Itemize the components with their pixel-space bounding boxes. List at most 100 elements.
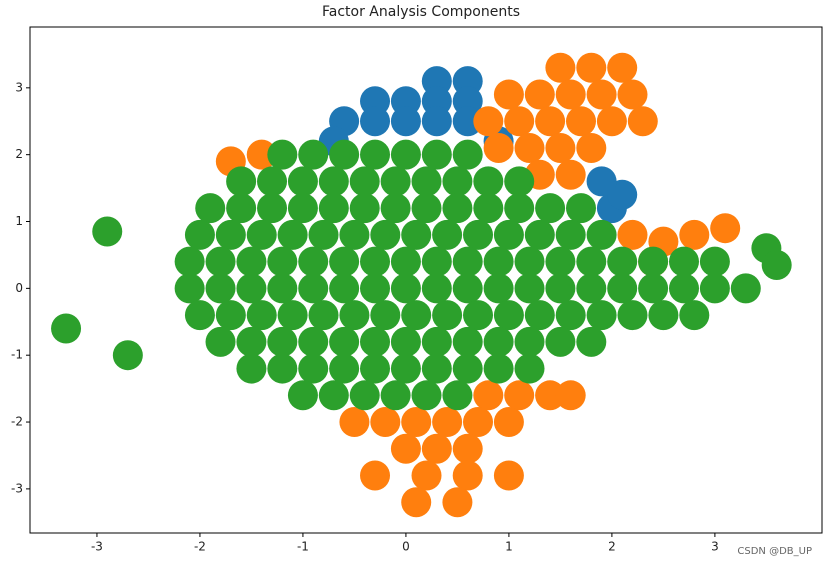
scatter-point: [421, 326, 452, 357]
scatter-point: [236, 326, 267, 357]
scatter-point: [607, 246, 638, 277]
chart-title: Factor Analysis Components: [322, 4, 520, 20]
scatter-point: [380, 166, 411, 197]
scatter-point: [679, 300, 710, 331]
scatter-point: [452, 353, 483, 384]
scatter-point: [329, 353, 360, 384]
scatter-point: [267, 326, 298, 357]
scatter-point: [215, 219, 246, 250]
scatter-point: [473, 380, 504, 411]
scatter-point: [421, 106, 452, 137]
y-tick-label: -3: [11, 481, 23, 495]
scatter-point: [668, 273, 699, 304]
scatter-point: [112, 340, 143, 371]
scatter-point: [483, 273, 514, 304]
scatter-point: [483, 353, 514, 384]
scatter-point: [411, 193, 442, 224]
scatter-point: [92, 216, 123, 247]
scatter-point: [184, 219, 215, 250]
scatter-point: [452, 433, 483, 464]
scatter-point: [308, 300, 339, 331]
scatter-point: [493, 79, 524, 110]
scatter-point: [586, 300, 617, 331]
scatter-point: [390, 433, 421, 464]
scatter-point: [504, 106, 535, 137]
scatter-point: [390, 326, 421, 357]
scatter-point: [360, 353, 391, 384]
scatter-point: [267, 139, 298, 170]
scatter-point: [401, 407, 432, 438]
scatter-point: [401, 219, 432, 250]
scatter-point: [710, 213, 741, 244]
scatter-point: [267, 353, 298, 384]
scatter-point: [390, 353, 421, 384]
x-tick-label: 2: [608, 540, 616, 554]
scatter-point: [236, 273, 267, 304]
scatter-point: [638, 246, 669, 277]
scatter-point: [493, 300, 524, 331]
scatter-point: [566, 193, 597, 224]
scatter-point: [184, 300, 215, 331]
scatter-point: [483, 326, 514, 357]
scatter-point: [545, 52, 576, 83]
y-tick-label: 1: [15, 214, 23, 228]
scatter-point: [545, 132, 576, 163]
scatter-point: [524, 79, 555, 110]
scatter-point: [576, 326, 607, 357]
x-tick-label: 0: [402, 540, 410, 554]
scatter-point: [452, 273, 483, 304]
x-tick-label: 1: [505, 540, 513, 554]
scatter-point: [298, 353, 329, 384]
y-tick-label: 0: [15, 281, 23, 295]
scatter-point: [473, 166, 504, 197]
scatter-point: [483, 246, 514, 277]
x-tick-label: -1: [297, 540, 309, 554]
scatter-point: [246, 139, 277, 170]
scatter-point: [298, 273, 329, 304]
scatter-point: [318, 193, 349, 224]
scatter-point: [390, 139, 421, 170]
scatter-point: [360, 326, 391, 357]
scatter-point: [360, 273, 391, 304]
scatter-point: [617, 300, 648, 331]
scatter-point: [287, 193, 318, 224]
scatter-point: [360, 246, 391, 277]
scatter-point: [596, 106, 627, 137]
scatter-point: [298, 246, 329, 277]
scatter-point: [504, 380, 535, 411]
scatter-point: [401, 487, 432, 518]
scatter-point: [432, 219, 463, 250]
scatter-point: [390, 106, 421, 137]
scatter-point: [174, 246, 205, 277]
scatter-point: [607, 52, 638, 83]
scatter-point: [411, 380, 442, 411]
scatter-point: [607, 273, 638, 304]
scatter-point: [586, 166, 617, 197]
scatter-point: [432, 407, 463, 438]
scatter-point: [514, 273, 545, 304]
scatter-point: [442, 166, 473, 197]
scatter-point: [308, 219, 339, 250]
scatter-point: [370, 219, 401, 250]
scatter-point: [51, 313, 82, 344]
scatter-point: [679, 219, 710, 250]
scatter-point: [668, 246, 699, 277]
x-tick-label: -2: [194, 540, 206, 554]
scatter-point: [318, 166, 349, 197]
scatter-point: [360, 460, 391, 491]
scatter-point: [699, 246, 730, 277]
scatter-point: [329, 139, 360, 170]
scatter-point: [421, 273, 452, 304]
x-tick-label: 3: [711, 540, 719, 554]
x-tick-label: -3: [91, 540, 103, 554]
scatter-point: [473, 106, 504, 137]
scatter-point: [267, 246, 298, 277]
scatter-point: [514, 326, 545, 357]
scatter-point: [267, 273, 298, 304]
scatter-point: [576, 52, 607, 83]
scatter-point: [504, 166, 535, 197]
scatter-point: [463, 407, 494, 438]
scatter-point: [452, 246, 483, 277]
scatter-point: [205, 326, 236, 357]
scatter-point: [730, 273, 761, 304]
